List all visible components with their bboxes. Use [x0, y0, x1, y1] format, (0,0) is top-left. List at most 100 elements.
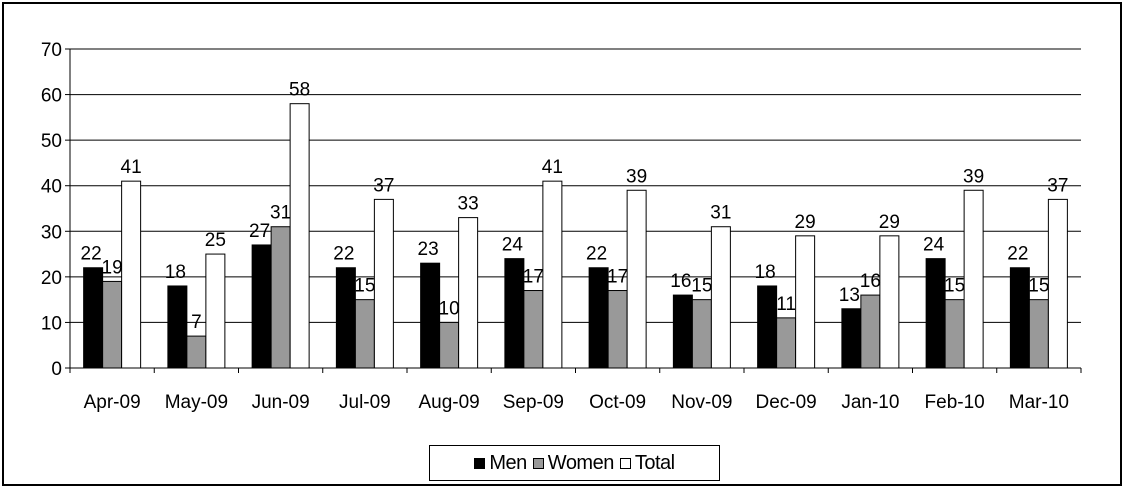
bar-total [373, 198, 394, 369]
bar-total [710, 226, 731, 369]
legend-item-total: Total [619, 451, 675, 475]
x-tick-label: Oct-09 [589, 392, 646, 413]
legend: Men Women Total [429, 445, 720, 481]
bar-men [757, 285, 778, 369]
legend-swatch-men [474, 457, 486, 469]
bar-women [607, 290, 628, 369]
bar-total [205, 253, 226, 369]
x-tick-label: Mar-10 [1009, 392, 1069, 413]
data-label-men: 16 [670, 271, 691, 292]
y-tick-label: 70 [41, 40, 62, 61]
data-label-women: 31 [270, 203, 291, 224]
bar-men [504, 258, 525, 369]
data-label-women: 16 [860, 271, 881, 292]
bar-total [626, 189, 647, 369]
data-label-women: 15 [944, 276, 965, 297]
data-label-men: 24 [923, 235, 945, 256]
x-tick-label: Apr-09 [84, 392, 141, 413]
bar-men [335, 267, 356, 369]
bar-men [420, 262, 441, 369]
data-label-total: 37 [373, 175, 394, 196]
x-tick-label: Jul-09 [339, 392, 391, 413]
legend-item-women: Women [532, 451, 615, 475]
bar-total [963, 189, 984, 369]
y-tick-label: 10 [41, 313, 62, 334]
x-tick-label: Dec-09 [756, 392, 817, 413]
bar-men [588, 267, 609, 369]
data-label-women: 10 [439, 298, 460, 319]
y-tick-label: 40 [41, 177, 62, 198]
bar-men [251, 244, 272, 369]
legend-label-women: Women [547, 451, 615, 474]
data-label-women: 15 [1028, 276, 1049, 297]
data-label-total: 39 [963, 166, 984, 187]
bar-men [925, 258, 946, 369]
data-label-total: 29 [879, 212, 900, 233]
legend-swatch-total [619, 457, 631, 469]
data-label-women: 17 [523, 267, 544, 288]
legend-label-men: Men [489, 451, 527, 474]
gridlines [70, 48, 1081, 323]
y-tick-label: 30 [41, 222, 62, 243]
data-label-total: 41 [542, 157, 563, 178]
x-tick-label: Sep-09 [503, 392, 564, 413]
data-label-women: 11 [776, 294, 796, 315]
axes: 0 10 20 30 40 50 60 70 Apr-09 May-09 Jun-09 Jul-09 A… [41, 40, 1082, 413]
data-label-total: 39 [626, 166, 647, 187]
data-label-women: 7 [191, 312, 202, 333]
data-label-total: 29 [795, 212, 816, 233]
x-tick-label: Jun-09 [252, 392, 310, 413]
data-label-total: 58 [289, 80, 310, 101]
bar-total [458, 217, 479, 369]
legend-swatch-women [532, 457, 544, 469]
bars [83, 103, 1068, 369]
data-label-women: 15 [354, 276, 375, 297]
data-label-men: 22 [586, 244, 607, 265]
data-label-total: 37 [1047, 175, 1068, 196]
data-label-women: 19 [102, 257, 123, 278]
bar-men [83, 267, 104, 369]
bar-women [1028, 299, 1049, 369]
bar-women [270, 226, 291, 369]
data-label-men: 27 [249, 221, 270, 242]
legend-label-total: Total [634, 451, 675, 474]
bar-men [167, 285, 188, 369]
bar-men [672, 294, 693, 369]
bar-women [944, 299, 965, 369]
x-tick-label: Jan-10 [841, 392, 899, 413]
data-label-men: 18 [755, 262, 776, 283]
data-label-men: 13 [839, 285, 860, 306]
bar-chart: 0 10 20 30 40 50 60 70 Apr-09 May-09 Jun-09 Jul-09 A… [41, 40, 1082, 413]
data-label-total: 33 [458, 194, 479, 215]
bar-total [289, 103, 310, 369]
data-label-women: 15 [691, 276, 712, 297]
y-tick-label: 20 [41, 268, 62, 289]
data-label-total: 25 [205, 230, 226, 251]
data-label-men: 24 [502, 235, 524, 256]
bar-men [841, 308, 862, 369]
data-label-men: 18 [165, 262, 186, 283]
bar-women [776, 317, 797, 369]
x-tick-label: May-09 [165, 392, 228, 413]
bar-men [1009, 267, 1030, 369]
bar-total [121, 180, 142, 369]
bar-total [1047, 198, 1068, 369]
bar-women [186, 335, 207, 369]
data-label-men: 22 [81, 244, 102, 265]
data-label-men: 22 [333, 244, 354, 265]
bar-total [542, 180, 563, 369]
y-tick-label: 60 [41, 86, 62, 107]
x-tick-label: Feb-10 [925, 392, 985, 413]
data-label-men: 22 [1007, 244, 1028, 265]
x-tick-label: Nov-09 [671, 392, 732, 413]
bar-women [102, 280, 123, 369]
bar-total [795, 235, 816, 369]
data-label-men: 23 [418, 239, 439, 260]
data-label-women: 17 [607, 267, 628, 288]
bar-women [523, 290, 544, 369]
x-tick-label: Aug-09 [418, 392, 479, 413]
y-tick-label: 50 [41, 131, 62, 152]
bar-total [879, 235, 900, 369]
